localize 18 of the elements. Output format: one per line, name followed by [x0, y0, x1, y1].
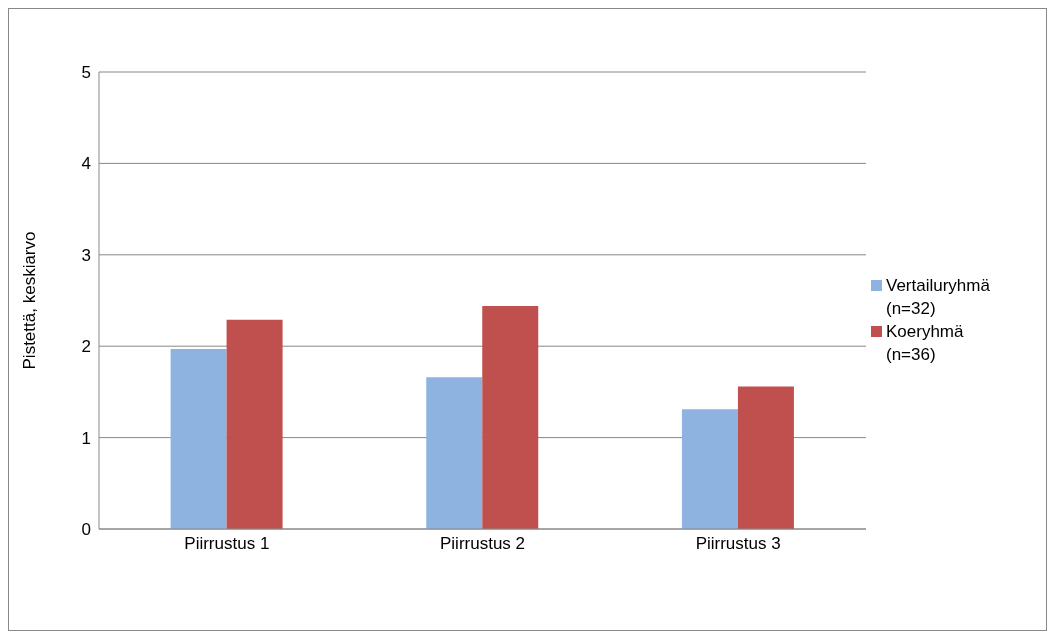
legend-label: Vertailuryhmä (n=32): [886, 275, 990, 320]
bar: [226, 319, 283, 529]
legend-label: Koeryhmä (n=36): [886, 321, 965, 366]
x-tick-label: Piirrustus 1: [184, 534, 270, 554]
y-tick-label: 3: [81, 245, 91, 265]
y-tick-label: 4: [81, 154, 91, 174]
y-tick-label: 2: [81, 337, 91, 357]
bar: [737, 386, 794, 529]
y-axis-title: Pistettä, keskiarvo: [20, 231, 40, 370]
y-tick-label: 1: [81, 428, 91, 448]
y-tick-label: 0: [81, 520, 91, 540]
bar: [170, 348, 227, 529]
bar: [482, 305, 539, 529]
bar: [426, 377, 483, 529]
bar: [681, 409, 738, 529]
x-tick-label: Piirrustus 3: [695, 534, 781, 554]
x-tick-label: Piirrustus 2: [439, 534, 526, 554]
y-tick-label: 5: [81, 63, 91, 83]
